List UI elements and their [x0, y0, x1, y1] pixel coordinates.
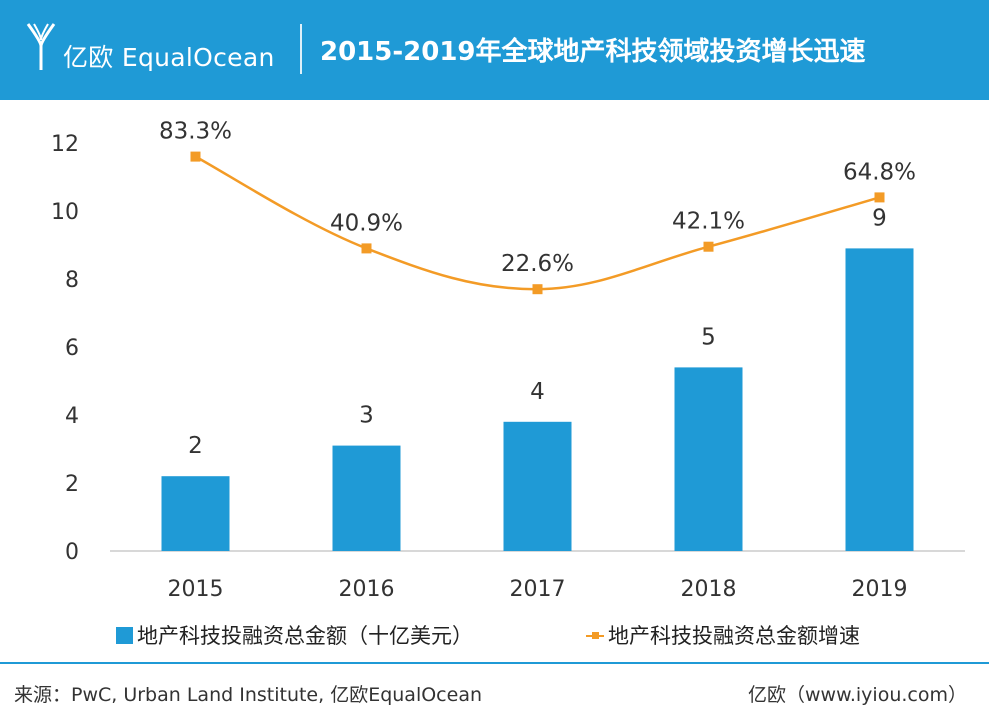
bar-data-label: 9 [872, 205, 887, 231]
bar [845, 248, 914, 551]
x-tick-label: 2019 [852, 577, 908, 602]
legend-line-swatch [586, 627, 604, 644]
x-tick-label: 2015 [168, 577, 224, 602]
line-marker [361, 243, 372, 254]
line-marker [532, 284, 543, 295]
y-tick-label: 8 [65, 268, 79, 293]
header-banner: 亿欧 EqualOcean 2015-2019年全球地产科技领域投资增长迅速 [0, 0, 989, 100]
line-data-label: 64.8% [843, 159, 916, 185]
header-divider [300, 24, 302, 74]
x-tick-label: 2016 [339, 577, 395, 602]
bar-data-label: 5 [701, 324, 716, 350]
footer-rule [0, 662, 989, 664]
equalocean-logo-icon [26, 23, 56, 70]
bar-data-label: 3 [359, 403, 374, 429]
page-title: 2015-2019年全球地产科技领域投资增长迅速 [320, 37, 866, 67]
site-credit: 亿欧（www.iyiou.com） [747, 684, 967, 706]
y-tick-label: 4 [65, 404, 79, 429]
bar [674, 367, 743, 551]
y-tick-label: 6 [65, 336, 79, 361]
y-tick-label: 12 [51, 132, 79, 157]
line-marker [190, 151, 201, 162]
bar [161, 476, 230, 551]
legend-item-bar: 地产科技投融资总金额（十亿美元） [116, 620, 473, 650]
brand-name: 亿欧 EqualOcean [63, 43, 275, 72]
line-marker [703, 241, 714, 252]
x-tick-label: 2018 [681, 577, 737, 602]
y-tick-label: 2 [65, 472, 79, 497]
bar [332, 445, 401, 551]
line-marker [874, 192, 885, 203]
chart-legend: 地产科技投融资总金额（十亿美元） 地产科技投融资总金额增速 [0, 620, 989, 650]
legend-bar-swatch [116, 626, 133, 644]
bar-data-label: 4 [530, 379, 545, 405]
line-data-label: 42.1% [672, 209, 745, 235]
line-data-label: 83.3% [159, 119, 232, 145]
y-tick-label: 0 [65, 540, 79, 565]
x-tick-label: 2017 [510, 577, 566, 602]
chart: 0 2 4 6 8 10 12 2 3 4 5 9 2015 2016 2017 2018 2019 83.3% 4… [51, 119, 965, 602]
source-note: 来源：PwC, Urban Land Institute, 亿欧EqualOce… [14, 684, 483, 706]
bar [503, 421, 572, 551]
bar-data-label: 2 [188, 433, 203, 459]
legend-bar-label: 地产科技投融资总金额（十亿美元） [137, 624, 473, 648]
y-tick-label: 10 [51, 200, 79, 225]
legend-item-line: 地产科技投融资总金额增速 [586, 620, 860, 650]
line-data-label: 40.9% [330, 210, 403, 236]
legend-line-label: 地产科技投融资总金额增速 [608, 624, 860, 648]
line-data-label: 22.6% [501, 251, 574, 277]
